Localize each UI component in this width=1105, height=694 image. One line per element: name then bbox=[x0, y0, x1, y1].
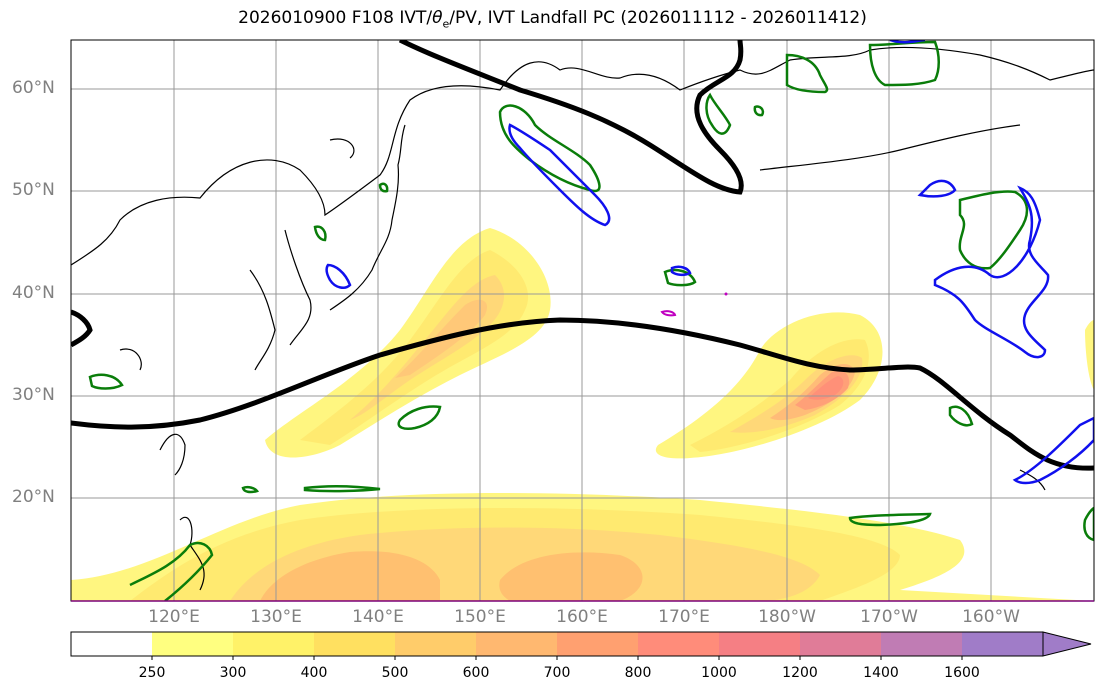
map-gridlines bbox=[71, 40, 1094, 601]
map-title: 2026010900 F108 IVT/θe/PV, IVT Landfall … bbox=[0, 8, 1105, 30]
colorbar-tick-label: 250 bbox=[138, 665, 166, 681]
title-prefix: 2026010900 F108 IVT/ bbox=[238, 8, 433, 28]
colorbar-segment bbox=[476, 632, 558, 656]
colorbar-segment bbox=[800, 632, 882, 656]
lon-label-160w: 160°W bbox=[962, 607, 1020, 627]
colorbar-segment bbox=[71, 632, 153, 656]
colorbar-segment bbox=[233, 632, 315, 656]
colorbar-tick-label: 1600 bbox=[944, 665, 980, 681]
lon-label-120e: 120°E bbox=[148, 607, 200, 627]
colorbar-tick-label: 600 bbox=[462, 665, 490, 681]
lon-label-140e: 140°E bbox=[352, 607, 404, 627]
colorbar-tick-label: 1200 bbox=[782, 665, 818, 681]
lon-label-160e: 160°E bbox=[556, 607, 608, 627]
lat-label-20n: 20°N bbox=[12, 487, 55, 507]
lon-label-180w: 180°W bbox=[758, 607, 816, 627]
colorbar-tick-label: 1400 bbox=[863, 665, 899, 681]
title-theta: θ bbox=[432, 8, 443, 28]
magenta-marker bbox=[724, 292, 728, 296]
colorbar-segment bbox=[881, 632, 963, 656]
theta-e-contours bbox=[88, 40, 1094, 601]
lon-label-170e: 170°E bbox=[658, 607, 710, 627]
colorbar-segment bbox=[557, 632, 639, 656]
colorbar-tick-label: 300 bbox=[219, 665, 247, 681]
colorbar-segment bbox=[314, 632, 396, 656]
colorbar-tick-label: 800 bbox=[624, 665, 652, 681]
colorbar-tick-label: 400 bbox=[300, 665, 328, 681]
lat-label-30n: 30°N bbox=[12, 385, 55, 405]
colorbar-segment bbox=[395, 632, 477, 656]
colorbar-segment bbox=[638, 632, 720, 656]
title-suffix: /PV, IVT Landfall PC (2026011112 - 20260… bbox=[449, 8, 867, 28]
colorbar-tick-label: 1000 bbox=[701, 665, 737, 681]
colorbar-extend-arrow bbox=[1042, 631, 1092, 657]
colorbar-tick-label: 500 bbox=[381, 665, 409, 681]
lat-label-60n: 60°N bbox=[12, 78, 55, 98]
pv-contour bbox=[71, 40, 1094, 471]
colorbar-segment bbox=[962, 632, 1044, 656]
colorbar bbox=[70, 631, 1092, 660]
lat-label-50n: 50°N bbox=[12, 180, 55, 200]
colorbar-tick-label: 700 bbox=[543, 665, 571, 681]
coastlines bbox=[71, 46, 1094, 591]
title-theta-sub: e bbox=[442, 17, 450, 31]
lon-label-130e: 130°E bbox=[250, 607, 302, 627]
lat-label-40n: 40°N bbox=[12, 283, 55, 303]
lon-label-170w: 170°W bbox=[860, 607, 918, 627]
pv-magenta-contour bbox=[660, 310, 677, 317]
lon-label-150e: 150°E bbox=[454, 607, 506, 627]
colorbar-segment bbox=[719, 632, 801, 656]
colorbar-segment bbox=[152, 632, 234, 656]
